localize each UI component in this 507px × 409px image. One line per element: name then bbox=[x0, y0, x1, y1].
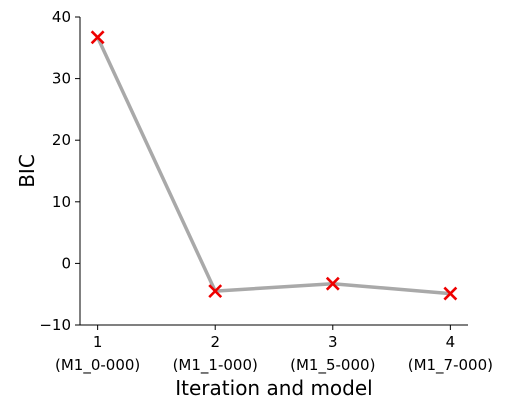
x-axis-title: Iteration and model bbox=[175, 376, 372, 400]
x-tick-sublabel: (M1_0-000) bbox=[55, 356, 140, 375]
data-point-marker bbox=[90, 30, 105, 45]
data-point-marker bbox=[443, 286, 458, 301]
y-axis-title: BIC bbox=[15, 154, 39, 188]
data-point-marker bbox=[208, 284, 223, 299]
y-ticks: −10 0 10 20 30 40 bbox=[39, 8, 80, 334]
x-tick-label: 4 bbox=[446, 333, 456, 351]
y-tick-label: 0 bbox=[61, 254, 71, 272]
y-tick-label: −10 bbox=[39, 316, 71, 334]
x-tick-sublabel: (M1_7-000) bbox=[408, 356, 493, 375]
axes bbox=[79, 17, 468, 326]
x-tick-label: 3 bbox=[328, 333, 338, 351]
y-tick-label: 40 bbox=[52, 8, 71, 26]
data-point-marker bbox=[325, 276, 340, 291]
x-tick-label: 2 bbox=[210, 333, 220, 351]
plot-area bbox=[90, 30, 458, 301]
y-tick-label: 30 bbox=[52, 70, 71, 88]
series-line bbox=[95, 35, 453, 296]
x-tick-sublabel: (M1_1-000) bbox=[173, 356, 258, 375]
y-tick-label: 20 bbox=[52, 131, 71, 149]
y-tick-label: 10 bbox=[52, 193, 71, 211]
x-tick-label: 1 bbox=[93, 333, 103, 351]
x-ticks: 1 (M1_0-000) 2 (M1_1-000) 3 (M1_5-000) 4 (M1_7-… bbox=[55, 325, 493, 375]
x-tick-sublabel: (M1_5-000) bbox=[290, 356, 375, 375]
